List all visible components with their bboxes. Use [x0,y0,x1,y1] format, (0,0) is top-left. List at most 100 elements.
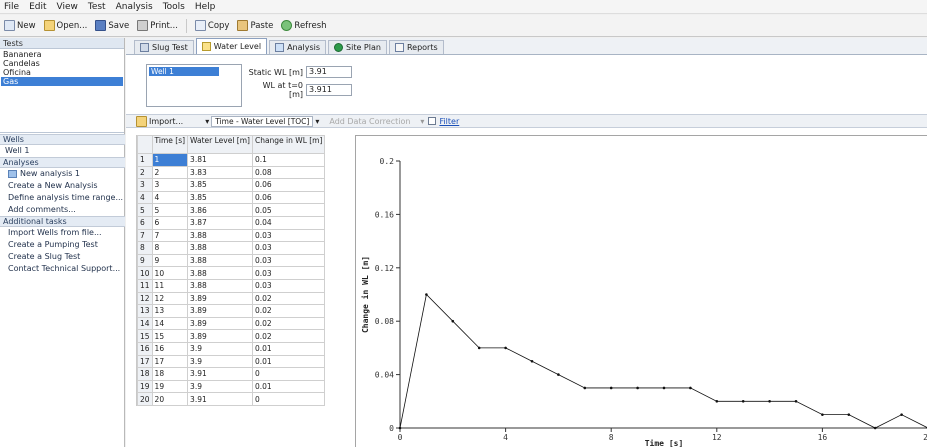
refresh-button[interactable]: Refresh [281,20,327,31]
table-row[interactable]: 6 6 3.87 0.04 [137,215,326,230]
time-cell[interactable]: 17 [151,354,189,369]
define-time-range-link[interactable]: Define analysis time range... [8,193,124,202]
table-row[interactable]: 4 4 3.85 0.06 [137,190,326,205]
table-row[interactable]: 12 12 3.89 0.02 [137,291,326,306]
contact-support-link[interactable]: Contact Technical Support... [8,264,121,273]
change-wl-cell[interactable]: 0.06 [251,190,326,205]
static-wl-input[interactable]: 3.91 [306,66,352,78]
col-header-time[interactable]: Time [s] [151,135,189,154]
time-cell[interactable]: 7 [151,228,189,243]
add-correction-button[interactable]: Add Data Correction [329,116,411,126]
change-wl-cell[interactable]: 0.02 [251,304,326,318]
water-level-cell[interactable]: 3.89 [187,304,253,318]
water-level-cell[interactable]: 3.85 [187,190,253,205]
col-header-change[interactable]: Change in WL [m] [251,135,326,154]
change-wl-cell[interactable]: 0.04 [251,215,326,230]
additional-tasks-header[interactable]: Additional tasks [0,216,125,227]
time-cell[interactable]: 4 [151,190,189,205]
time-cell[interactable]: 8 [151,241,189,255]
time-cell[interactable]: 18 [151,367,189,381]
water-level-cell[interactable]: 3.88 [187,228,253,243]
table-row[interactable]: 15 15 3.89 0.02 [137,329,326,343]
change-wl-cell[interactable]: 0.03 [251,228,326,243]
change-wl-cell[interactable]: 0 [251,367,326,381]
menu-file[interactable]: File [4,1,20,12]
time-cell[interactable]: 1 [151,153,189,167]
water-level-cell[interactable]: 3.88 [187,278,253,293]
time-cell[interactable]: 12 [151,291,189,306]
water-level-cell[interactable]: 3.9 [187,354,253,369]
table-row[interactable]: 9 9 3.88 0.03 [137,253,326,268]
save-button[interactable]: Save [95,20,129,31]
table-row[interactable]: 3 3 3.85 0.06 [137,178,326,192]
time-cell[interactable]: 2 [151,165,189,180]
change-wl-cell[interactable]: 0.01 [251,354,326,369]
test-item[interactable]: Oficina [3,68,31,77]
time-cell[interactable]: 6 [151,215,189,230]
water-level-cell[interactable]: 3.86 [187,203,253,217]
change-wl-cell[interactable]: 0.02 [251,291,326,306]
water-level-cell[interactable]: 3.9 [187,379,253,394]
time-cell[interactable]: 15 [151,329,189,343]
change-wl-cell[interactable]: 0.01 [251,341,326,356]
water-level-cell[interactable]: 3.87 [187,215,253,230]
water-level-cell[interactable]: 3.89 [187,316,253,331]
change-wl-cell[interactable]: 0.02 [251,329,326,343]
change-wl-cell[interactable]: 0.03 [251,278,326,293]
change-wl-cell[interactable]: 0.03 [251,241,326,255]
tab-slug-test[interactable]: Slug Test [134,40,194,54]
water-level-cell[interactable]: 3.89 [187,329,253,343]
time-cell[interactable]: 3 [151,178,189,192]
table-row[interactable]: 11 11 3.88 0.03 [137,278,326,293]
import-button[interactable]: Import... [136,115,183,127]
create-pumping-test-link[interactable]: Create a Pumping Test [8,240,98,249]
copy-button[interactable]: Copy [194,20,229,31]
water-level-cell[interactable]: 3.83 [187,165,253,180]
create-analysis-link[interactable]: Create a New Analysis [8,181,98,190]
table-row[interactable]: 20 20 3.91 0 [137,392,326,406]
change-wl-cell[interactable]: 0.05 [251,203,326,217]
menu-tools[interactable]: Tools [162,1,185,12]
print-button[interactable]: Print... [137,20,178,31]
menu-test[interactable]: Test [87,1,106,12]
time-cell[interactable]: 13 [151,304,189,318]
analysis-item[interactable]: New analysis 1 [0,168,125,180]
filter-checkbox[interactable] [428,117,437,125]
well-item[interactable]: Well 1 [5,146,30,155]
new-button[interactable]: New [4,20,36,31]
time-cell[interactable]: 11 [151,278,189,293]
time-cell[interactable]: 9 [151,253,189,268]
water-level-cell[interactable]: 3.9 [187,341,253,356]
time-cell[interactable]: 19 [151,379,189,394]
table-row[interactable]: 18 18 3.91 0 [137,367,326,381]
filter-link[interactable]: Filter [439,116,460,126]
water-level-cell[interactable]: 3.91 [187,392,253,406]
well-list-item-selected[interactable]: Well 1 [149,67,219,76]
table-row[interactable]: 10 10 3.88 0.03 [137,266,326,280]
change-wl-cell[interactable]: 0 [251,392,326,406]
change-wl-cell[interactable]: 0.02 [251,316,326,331]
menu-edit[interactable]: Edit [29,1,47,12]
time-cell[interactable]: 5 [151,203,189,217]
col-header-water-level[interactable]: Water Level [m] [187,135,253,154]
water-level-cell[interactable]: 3.85 [187,178,253,192]
water-level-cell[interactable]: 3.89 [187,291,253,306]
menu-analysis[interactable]: Analysis [115,1,153,12]
open-button[interactable]: Open... [43,20,87,31]
wells-section-header[interactable]: Wells [0,134,125,145]
water-level-cell[interactable]: 3.91 [187,367,253,381]
time-cell[interactable]: 20 [151,392,189,406]
time-cell[interactable]: 14 [151,316,189,331]
paste-button[interactable]: Paste [237,20,273,31]
wl-t0-input[interactable]: 3.911 [306,84,352,96]
analyses-section-header[interactable]: Analyses [0,157,125,168]
table-row[interactable]: 16 16 3.9 0.01 [137,341,326,356]
change-wl-cell[interactable]: 0.03 [251,253,326,268]
table-row[interactable]: 5 5 3.86 0.05 [137,203,326,217]
test-item-selected[interactable]: Gas [1,77,123,86]
series-dropdown[interactable]: ▾ Time - Water Level [TOC] ▾ [205,115,319,127]
import-wells-link[interactable]: Import Wells from file... [8,228,102,237]
tab-analysis[interactable]: Analysis [269,40,327,54]
water-level-cell[interactable]: 3.88 [187,253,253,268]
table-row[interactable]: 13 13 3.89 0.02 [137,304,326,318]
